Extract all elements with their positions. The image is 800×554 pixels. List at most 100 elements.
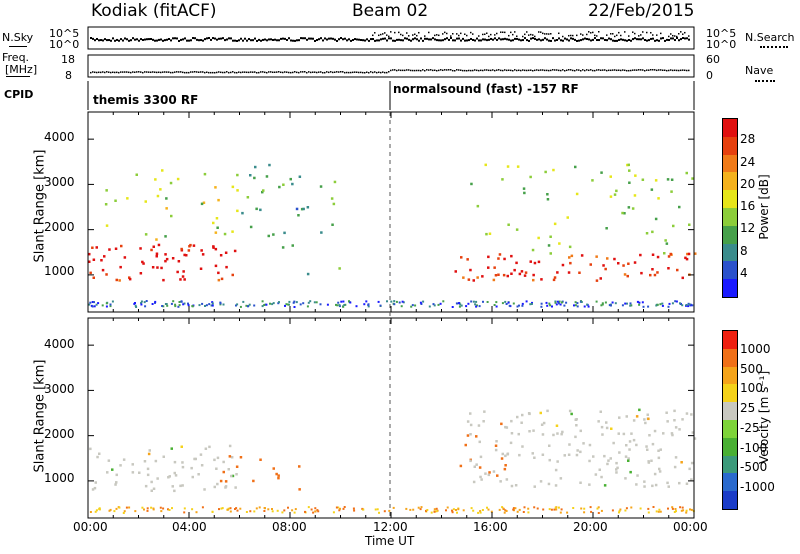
nsearch-trace-point bbox=[550, 33, 552, 35]
heatmap-cell bbox=[208, 303, 211, 306]
heatmap-cell bbox=[567, 453, 571, 456]
freq-trace-point bbox=[508, 69, 510, 71]
heatmap-cell bbox=[615, 468, 618, 471]
heatmap-cell bbox=[281, 511, 284, 514]
heatmap-cell bbox=[228, 444, 232, 448]
nsearch-legend-line bbox=[760, 46, 788, 48]
heatmap-cell bbox=[512, 302, 515, 305]
heatmap-cell bbox=[162, 507, 165, 510]
nsearch-trace-point bbox=[576, 34, 578, 37]
heatmap-cell bbox=[131, 471, 135, 474]
nsearch-trace-point bbox=[472, 33, 474, 35]
nsky-trace-point bbox=[488, 38, 490, 41]
heatmap-cell bbox=[470, 300, 473, 303]
heatmap-cell bbox=[635, 483, 638, 486]
freq-trace-point bbox=[122, 71, 124, 73]
heatmap-cell bbox=[249, 510, 252, 513]
heatmap-cell bbox=[278, 185, 281, 189]
heatmap-cell bbox=[510, 254, 513, 258]
heatmap-cell bbox=[482, 300, 484, 303]
nsky-trace-point bbox=[682, 37, 684, 40]
heatmap-cell bbox=[169, 181, 173, 185]
nsky-trace-point bbox=[90, 37, 92, 40]
nsearch-trace-point bbox=[620, 34, 622, 37]
freq-trace-point bbox=[266, 71, 268, 74]
heatmap-cell bbox=[167, 476, 170, 479]
heatmap-cell bbox=[398, 301, 401, 304]
heatmap-cell bbox=[367, 304, 370, 306]
heatmap-cell bbox=[155, 255, 158, 258]
freq-trace-point bbox=[554, 69, 556, 71]
heatmap-cell bbox=[588, 483, 591, 486]
heatmap-cell bbox=[177, 305, 180, 308]
freq-trace-point bbox=[226, 71, 228, 73]
heatmap-cell bbox=[214, 231, 218, 234]
freq-trace-point bbox=[128, 71, 130, 74]
freq-trace-point bbox=[474, 69, 476, 71]
heatmap-cell bbox=[481, 275, 484, 278]
nsky-trace-point bbox=[544, 37, 546, 40]
heatmap-cell bbox=[685, 257, 689, 261]
heatmap-cell bbox=[623, 212, 626, 215]
heatmap-cell bbox=[154, 178, 157, 181]
freq-trace-point bbox=[230, 71, 232, 74]
freq-trace-point bbox=[178, 71, 180, 73]
heatmap-cell bbox=[666, 481, 669, 485]
heatmap-cell bbox=[259, 208, 262, 212]
heatmap-cell bbox=[556, 271, 559, 274]
heatmap-cell bbox=[694, 252, 697, 255]
heatmap-cell bbox=[107, 459, 111, 462]
heatmap-cell bbox=[527, 412, 531, 415]
heatmap-cell bbox=[674, 508, 677, 510]
nsky-trace-point bbox=[676, 37, 678, 40]
freq-trace-point bbox=[600, 69, 602, 72]
freq-trace-point bbox=[386, 71, 388, 74]
heatmap-cell bbox=[638, 303, 641, 306]
heatmap-cell bbox=[95, 246, 98, 249]
nsky-trace-point bbox=[522, 39, 524, 42]
heatmap-cell bbox=[483, 410, 486, 413]
heatmap-cell bbox=[235, 304, 237, 307]
freq-trace-point bbox=[576, 69, 578, 71]
heatmap-cell bbox=[661, 304, 664, 307]
nsky-trace-point bbox=[192, 37, 194, 40]
nsky-trace-point bbox=[502, 38, 504, 41]
freq-trace-point bbox=[214, 71, 216, 74]
freq-trace-point bbox=[140, 71, 142, 73]
nsky-trace-point bbox=[372, 38, 374, 41]
heatmap-cell bbox=[335, 506, 338, 509]
freq-trace-point bbox=[372, 71, 374, 74]
nsearch-trace-point bbox=[612, 33, 614, 35]
colorbar-segment bbox=[723, 208, 737, 226]
heatmap-cell bbox=[609, 195, 613, 198]
heatmap-cell bbox=[531, 301, 533, 304]
nsky-trace-point bbox=[418, 39, 420, 42]
nsearch-trace-point bbox=[424, 35, 426, 37]
heatmap-cell bbox=[302, 207, 305, 211]
heatmap-cell bbox=[173, 471, 176, 475]
heatmap-cell bbox=[645, 445, 648, 448]
freq-trace-point bbox=[198, 71, 200, 73]
heatmap-cell bbox=[487, 266, 490, 269]
colorbar-tick-label: 500 bbox=[740, 361, 763, 376]
heatmap-cell bbox=[574, 165, 577, 169]
heatmap-cell bbox=[378, 511, 380, 514]
freq-trace-point bbox=[136, 71, 138, 73]
freq-trace-point bbox=[618, 69, 620, 71]
heatmap-cell bbox=[671, 507, 674, 510]
nsky-trace-point bbox=[132, 37, 134, 40]
nsky-tick-high: 10^5 bbox=[49, 27, 80, 40]
nsky-trace-point bbox=[336, 39, 338, 42]
heatmap-cell bbox=[487, 508, 490, 511]
heatmap-cell bbox=[335, 303, 337, 306]
heatmap-cell bbox=[174, 303, 177, 306]
nsky-trace-point bbox=[650, 37, 652, 40]
heatmap-cell bbox=[506, 274, 509, 278]
colorbar-segment bbox=[723, 243, 737, 262]
heatmap-cell bbox=[488, 232, 492, 235]
nsky-trace-point bbox=[188, 39, 190, 42]
nsky-trace-point bbox=[148, 38, 150, 41]
heatmap-cell bbox=[609, 304, 612, 307]
nsky-trace-point bbox=[646, 39, 648, 42]
